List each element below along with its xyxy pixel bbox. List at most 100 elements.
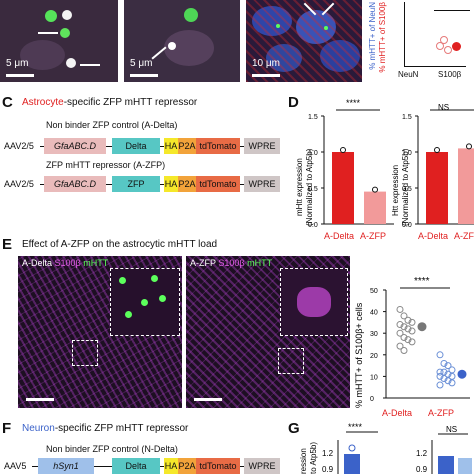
data-point — [408, 338, 416, 346]
e-sig: **** — [414, 276, 430, 287]
g-tick-4: 0.9 — [416, 465, 428, 474]
d-sig-2: NS — [438, 103, 449, 112]
mhtt-puncta — [324, 26, 328, 30]
g-bar-2 — [438, 456, 454, 474]
e-left-label: A-Delta S100β mHTT — [22, 258, 109, 268]
mean-point — [417, 322, 427, 332]
y-tick-label: 20 — [370, 353, 378, 360]
scale-bar — [6, 74, 34, 77]
scale-label: 5 μm — [130, 58, 153, 69]
data-point — [436, 368, 444, 376]
nucleus — [266, 44, 302, 72]
data-point — [466, 143, 472, 150]
d-sig-1: **** — [346, 98, 361, 108]
ha-box: HA — [164, 138, 178, 154]
vector-label: AAV2/5 — [4, 179, 34, 189]
g-tick-2: 0.9 — [322, 465, 334, 474]
inset-box — [72, 340, 98, 366]
scale-bar — [130, 74, 158, 77]
wpre-box: WPRE — [244, 176, 280, 192]
tdtomato-box: tdTomato — [196, 138, 240, 154]
y-tick-label: 1.0 — [402, 150, 412, 157]
vector-label: AAV5 — [4, 461, 27, 471]
construct-2-title: ZFP mHTT repressor (A-ZFP) — [46, 160, 166, 170]
p2a-box: P2A — [178, 176, 196, 192]
mhtt-puncta — [276, 24, 280, 28]
d-ylabel-1: mHtt expression — [295, 158, 304, 216]
data-point — [400, 312, 408, 320]
data-point — [440, 375, 448, 383]
panel-f-title-highlight: Neuron — [22, 423, 55, 434]
construct-1-title: Non binder ZFP control (A-Delta) — [46, 120, 178, 130]
p2a-box: P2A — [178, 138, 196, 154]
delta-box: Delta — [112, 138, 160, 154]
data-point — [404, 316, 412, 324]
g-tick-3: 1.2 — [416, 449, 428, 458]
panel-letter-e: E — [2, 236, 13, 253]
y-tick-label: 0.5 — [308, 186, 318, 193]
construct-2: AAV2/5 GfaABC.D ZFP HA P2A tdTomato WPRE — [4, 176, 284, 192]
e-ylabel: % mHTT+ of S100β+ cells — [354, 302, 364, 408]
data-point — [340, 147, 346, 153]
promoter-box: GfaABC.D — [44, 138, 106, 154]
data-point — [434, 147, 440, 153]
bar — [364, 191, 386, 224]
g-ylabel-1: ression — [299, 448, 308, 474]
y-tick-label: 50 — [370, 288, 378, 295]
mhtt-puncta — [62, 10, 72, 20]
inset-zoom — [110, 268, 180, 336]
data-point — [448, 379, 456, 387]
panel-c-title-rest: -specific ZFP mHTT repressor — [63, 97, 198, 108]
delta-box: Delta — [112, 458, 160, 474]
data-point — [400, 334, 408, 342]
scale-bar — [252, 74, 280, 77]
data-point — [404, 336, 412, 344]
e-cat-2: A-ZFP — [428, 408, 454, 418]
data-point — [408, 327, 416, 335]
micrograph-top-right: 10 μm — [246, 0, 362, 82]
promoter-box: GfaABC.D — [44, 176, 106, 192]
wpre-box: WPRE — [244, 138, 280, 154]
panel-e-chart: % mHTT+ of S100β+ cells 50 40 30 20 10 0 ****… — [354, 276, 470, 418]
arrow-icon — [38, 32, 58, 34]
y-tick-label: 1.5 — [308, 114, 318, 121]
data-point — [444, 377, 452, 385]
y-tick-label: 1.5 — [402, 114, 412, 121]
y-tick-label: 10 — [370, 374, 378, 381]
panel-c-title-highlight: Astrocyte — [22, 97, 64, 108]
mhtt-puncta — [168, 42, 176, 50]
data-point — [400, 346, 408, 354]
inset-box — [278, 348, 304, 374]
promoter-box: hSyn1 — [38, 458, 94, 474]
g-point — [348, 444, 356, 452]
panel-g-chart: ression to Atp5b) 1.2 0.9 **** 1.2 0.9 N… — [299, 422, 472, 474]
y-tick-label: 0.0 — [402, 222, 412, 229]
g-sig-2: NS — [446, 425, 457, 434]
panel-d-chart: mHtt expression (Normalized to Atp5b) Ht… — [295, 98, 474, 241]
micrograph-e-left: A-Delta S100β mHTT — [18, 256, 182, 408]
vector-label: AAV2/5 — [4, 141, 34, 151]
ha-box: HA — [164, 176, 178, 192]
d-cat-1: A-Delta — [324, 231, 354, 241]
data-point — [440, 359, 448, 367]
astrocyte-processes — [246, 0, 362, 82]
g-ylabel-2: to Atp5b) — [309, 442, 318, 474]
y-tick-label: 1.0 — [308, 150, 318, 157]
scale-bar — [194, 398, 222, 401]
data-point — [408, 318, 416, 326]
data-point — [396, 321, 404, 329]
data-point — [400, 323, 408, 331]
panel-f-title-rest: -specific ZFP mHTT repressor — [54, 423, 189, 434]
construct-3-title: Non binder ZFP control (N-Delta) — [46, 444, 178, 454]
tdtomato-box: tdTomato — [196, 176, 240, 192]
arrow-icon — [80, 64, 100, 66]
panel-c-title: Astrocyte-specific ZFP mHTT repressor — [22, 97, 197, 108]
mean-point — [457, 369, 467, 379]
d-ylabel-2b: (Normalized to Atp5b) — [401, 148, 410, 226]
g-sig-1: **** — [348, 422, 363, 432]
mhtt-puncta — [45, 10, 57, 22]
xcat-s100b: S100β — [438, 70, 462, 79]
data-point — [372, 186, 378, 193]
panel-letter-c: C — [2, 94, 13, 111]
mhtt-puncta — [66, 58, 76, 68]
